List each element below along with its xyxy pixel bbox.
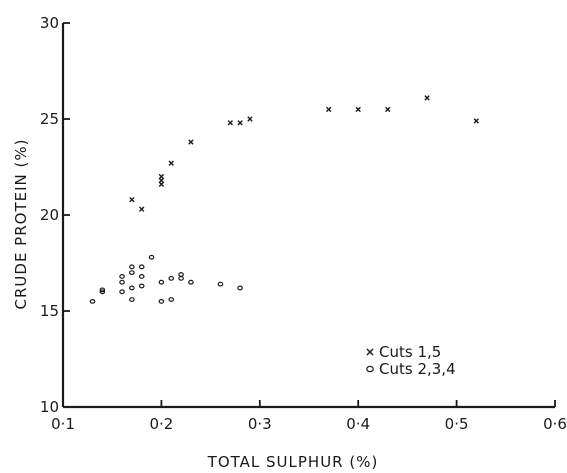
data-point-circle bbox=[138, 283, 145, 289]
x-tick-label: 0·3 bbox=[248, 415, 272, 433]
x-tick-label: 0·4 bbox=[346, 415, 370, 433]
data-point-cross bbox=[129, 196, 135, 203]
data-point-cross bbox=[158, 173, 165, 180]
data-point-circle bbox=[217, 281, 224, 287]
data-point-circle bbox=[168, 297, 175, 302]
data-point-circle bbox=[237, 285, 243, 291]
data-point-cross bbox=[188, 139, 194, 145]
y-tick-label: 15 bbox=[40, 302, 59, 320]
data-point-cross bbox=[227, 120, 233, 126]
data-point-circle bbox=[158, 298, 165, 304]
data-point-cross bbox=[385, 106, 391, 113]
data-point-circle bbox=[158, 279, 165, 285]
data-point-circle bbox=[178, 272, 184, 277]
data-point-cross bbox=[473, 118, 479, 124]
data-point-circle bbox=[188, 279, 194, 285]
legend-marker-cross bbox=[366, 348, 374, 356]
data-point-cross bbox=[168, 160, 174, 166]
data-point-circle bbox=[178, 275, 184, 281]
axes bbox=[61, 23, 555, 409]
y-tick-label: 20 bbox=[40, 206, 59, 224]
data-point-circle bbox=[99, 289, 106, 295]
data-point-cross bbox=[237, 120, 243, 126]
data-point-circle bbox=[89, 298, 96, 304]
data-point-cross bbox=[355, 106, 361, 113]
legend-marker-circle bbox=[366, 365, 374, 373]
legend-label: Cuts 2,3,4 bbox=[379, 360, 456, 378]
data-point-circle bbox=[129, 285, 135, 291]
data-point-cross bbox=[424, 95, 430, 101]
x-tick-label: 0·5 bbox=[445, 415, 469, 433]
legend-label: Cuts 1,5 bbox=[379, 343, 441, 361]
data-point-circle bbox=[129, 264, 135, 270]
data-point-circle bbox=[119, 274, 125, 279]
x-axis-title: TOTAL SULPHUR (%) bbox=[207, 453, 379, 471]
data-point-circle bbox=[138, 264, 145, 270]
y-tick-label: 30 bbox=[40, 14, 59, 32]
data-point-cross bbox=[325, 106, 332, 113]
y-tick-label: 10 bbox=[40, 398, 59, 416]
data-points bbox=[89, 95, 479, 304]
data-point-circle bbox=[148, 254, 155, 260]
data-point-circle bbox=[168, 275, 175, 281]
data-point-circle bbox=[129, 270, 135, 276]
data-point-circle bbox=[138, 274, 145, 279]
x-tick-label: 0·6 bbox=[543, 415, 567, 433]
data-point-cross bbox=[139, 206, 145, 212]
x-ticks: 0·1 0·2 0·3 0·4 0·5 0·6 bbox=[51, 400, 567, 433]
data-point-circle bbox=[119, 279, 125, 285]
y-ticks: 10 15 20 25 30 bbox=[40, 14, 70, 416]
data-point-circle bbox=[119, 289, 125, 295]
y-axis-title: CRUDE PROTEIN (%) bbox=[12, 139, 30, 310]
x-tick-label: 0·1 bbox=[51, 415, 75, 433]
data-point-cross bbox=[247, 116, 253, 122]
y-tick-label: 25 bbox=[40, 110, 59, 128]
data-point-circle bbox=[99, 287, 106, 293]
data-point-circle bbox=[129, 297, 135, 302]
x-tick-label: 0·2 bbox=[149, 415, 173, 433]
